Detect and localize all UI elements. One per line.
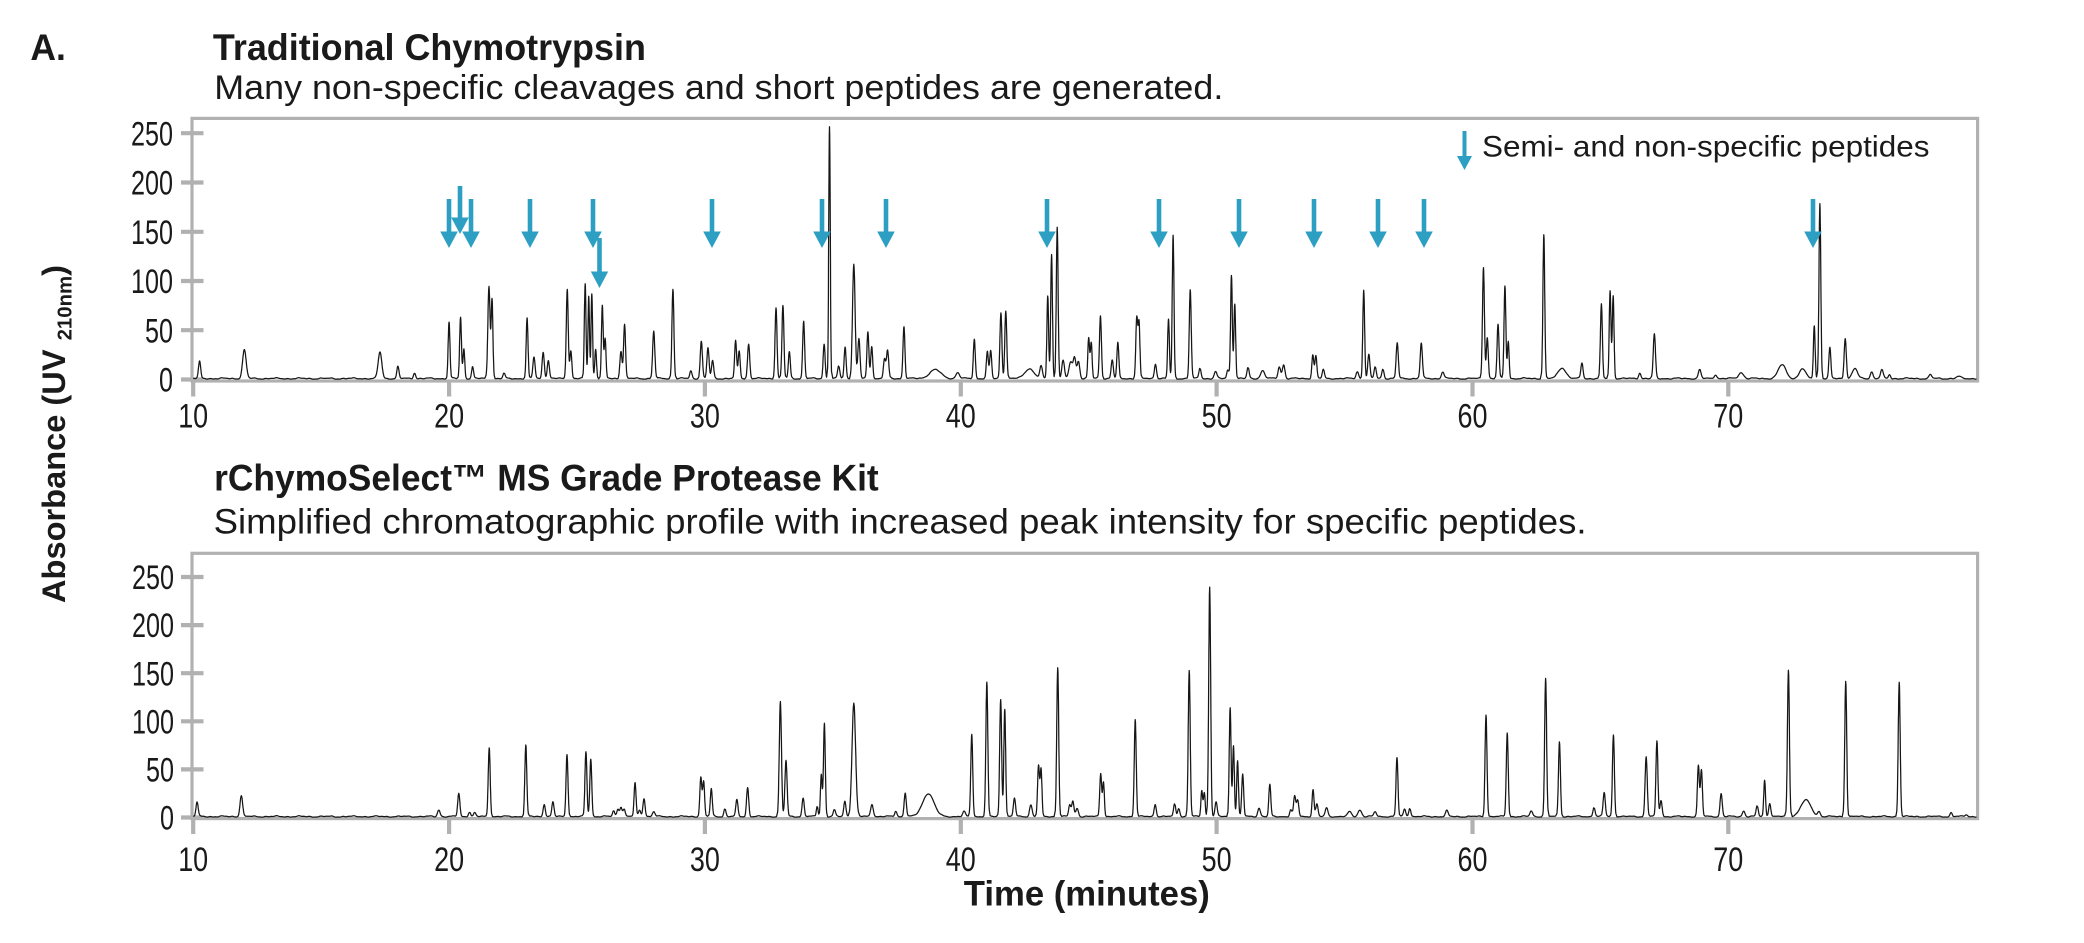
svg-text:200: 200 [132,607,174,645]
svg-text:40: 40 [946,398,976,436]
svg-text:40: 40 [946,841,976,879]
svg-text:20: 20 [434,841,464,879]
svg-text:20: 20 [434,398,464,436]
svg-text:60: 60 [1458,841,1488,879]
svg-text:200: 200 [131,165,173,203]
svg-text:0: 0 [159,362,173,400]
svg-text:30: 30 [690,398,720,436]
svg-text:10: 10 [178,841,208,879]
svg-text:Simplified chromatographic pro: Simplified chromatographic profile with … [214,503,1587,542]
svg-text:A.: A. [30,27,66,68]
svg-text:10: 10 [178,398,208,436]
svg-text:150: 150 [131,214,173,252]
svg-text:100: 100 [132,703,174,741]
svg-text:50: 50 [145,312,173,350]
svg-text:rChymoSelect™ MS Grade Proteas: rChymoSelect™ MS Grade Protease Kit [214,458,879,499]
svg-text:50: 50 [146,752,174,790]
svg-text:Semi- and non-specific peptide: Semi- and non-specific peptides [1482,131,1930,164]
svg-text:Many non-specific cleavages an: Many non-specific cleavages and short pe… [214,69,1223,107]
svg-text:150: 150 [132,655,174,693]
svg-text:250: 250 [132,559,174,597]
svg-text:100: 100 [131,263,173,301]
svg-text:Traditional Chymotrypsin: Traditional Chymotrypsin [213,27,646,68]
svg-text:60: 60 [1458,398,1488,436]
svg-text:30: 30 [690,841,720,879]
svg-text:70: 70 [1713,841,1743,879]
svg-text:250: 250 [131,115,173,153]
svg-text:70: 70 [1713,398,1743,436]
svg-text:Time (minutes): Time (minutes) [964,873,1210,913]
svg-text:0: 0 [160,800,174,838]
svg-text:50: 50 [1202,841,1232,879]
svg-text:50: 50 [1202,398,1232,436]
